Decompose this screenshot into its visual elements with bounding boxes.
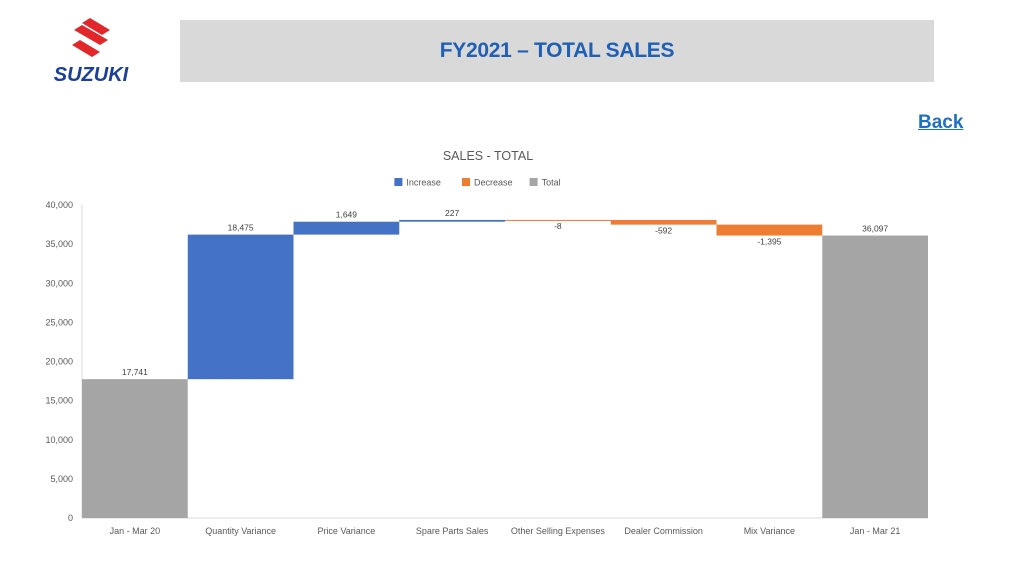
data-label: 36,097 xyxy=(862,224,888,234)
suzuki-logo: SUZUKI xyxy=(38,18,144,88)
bar-total xyxy=(82,379,188,518)
legend-label-increase: Increase xyxy=(406,178,441,188)
data-label: 18,475 xyxy=(228,223,254,233)
y-tick-label: 40,000 xyxy=(45,200,73,210)
y-tick-label: 10,000 xyxy=(45,435,73,445)
legend-swatch-total xyxy=(529,178,538,186)
suzuki-s-logo-icon xyxy=(72,18,110,57)
data-label: 17,741 xyxy=(122,367,148,377)
chart-title: SALES - TOTAL xyxy=(443,149,533,163)
title-bar: FY2021 – TOTAL SALES xyxy=(180,20,934,82)
brand-wordmark: SUZUKI xyxy=(53,64,129,86)
x-category-label: Dealer Commission xyxy=(624,526,703,536)
x-category-label: Jan - Mar 21 xyxy=(850,526,901,536)
x-category-label: Spare Parts Sales xyxy=(416,526,489,536)
data-label: -592 xyxy=(655,226,672,236)
y-tick-label: 35,000 xyxy=(45,239,73,249)
bar-increase xyxy=(187,234,294,380)
y-tick-label: 20,000 xyxy=(45,357,73,367)
x-category-label: Quantity Variance xyxy=(205,526,276,536)
bar-total xyxy=(822,235,928,519)
x-category-label: Price Variance xyxy=(317,526,375,536)
back-link[interactable]: Back xyxy=(918,112,964,133)
x-category-label: Mix Variance xyxy=(744,526,795,536)
x-category-label: Other Selling Expenses xyxy=(511,526,606,536)
y-tick-label: 30,000 xyxy=(45,278,73,288)
data-label: -8 xyxy=(554,221,562,231)
y-tick-label: 0 xyxy=(68,513,73,523)
bar-increase xyxy=(293,221,400,235)
y-tick-label: 5,000 xyxy=(50,474,73,484)
y-tick-label: 25,000 xyxy=(45,317,73,327)
legend-label-decrease: Decrease xyxy=(474,178,513,188)
bar-increase xyxy=(399,219,505,222)
y-tick-label: 15,000 xyxy=(45,396,73,406)
bar-decrease xyxy=(610,219,717,225)
bar-decrease xyxy=(505,219,611,221)
data-label: 227 xyxy=(445,208,459,218)
legend-swatch-decrease xyxy=(462,178,470,186)
x-category-label: Jan - Mar 20 xyxy=(110,526,161,536)
legend-label-total: Total xyxy=(542,178,561,188)
bar-decrease xyxy=(716,224,823,236)
data-label: 1,649 xyxy=(336,210,358,220)
page-title: FY2021 – TOTAL SALES xyxy=(439,39,675,62)
data-label: -1,395 xyxy=(757,237,781,247)
legend-swatch-increase xyxy=(394,178,403,186)
